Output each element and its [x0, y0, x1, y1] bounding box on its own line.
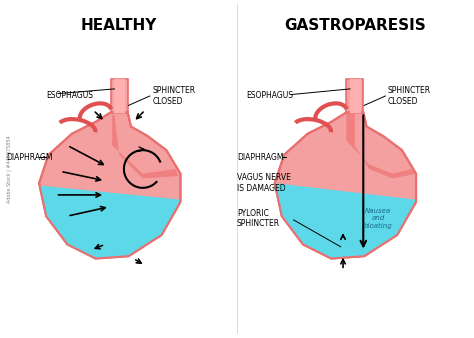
Text: PYLORIC
SPHINCTER: PYLORIC SPHINCTER — [237, 209, 280, 228]
Text: ESOPHAGUS: ESOPHAGUS — [246, 92, 293, 100]
Polygon shape — [346, 113, 416, 178]
Polygon shape — [275, 113, 416, 259]
Text: VAGUS NERVE
IS DAMAGED: VAGUS NERVE IS DAMAGED — [237, 173, 291, 193]
Text: HEALTHY: HEALTHY — [81, 18, 157, 33]
Text: Adobe Stock | #445075854: Adobe Stock | #445075854 — [6, 135, 11, 203]
Polygon shape — [275, 183, 416, 259]
FancyBboxPatch shape — [111, 79, 128, 113]
FancyBboxPatch shape — [346, 79, 363, 113]
Text: DIAPHRAGM: DIAPHRAGM — [237, 153, 283, 162]
Text: SPHINCTER
CLOSED: SPHINCTER CLOSED — [388, 86, 431, 106]
Text: DIAPHRAGM: DIAPHRAGM — [6, 153, 53, 162]
Text: SPHINCTER
CLOSED: SPHINCTER CLOSED — [152, 86, 195, 106]
Polygon shape — [39, 186, 181, 259]
Text: ESOPHAGUS: ESOPHAGUS — [46, 92, 93, 100]
Polygon shape — [112, 115, 178, 178]
Text: GASTROPARESIS: GASTROPARESIS — [284, 18, 426, 33]
Polygon shape — [39, 113, 181, 259]
Text: Nausea
and
bloating: Nausea and bloating — [364, 208, 393, 229]
